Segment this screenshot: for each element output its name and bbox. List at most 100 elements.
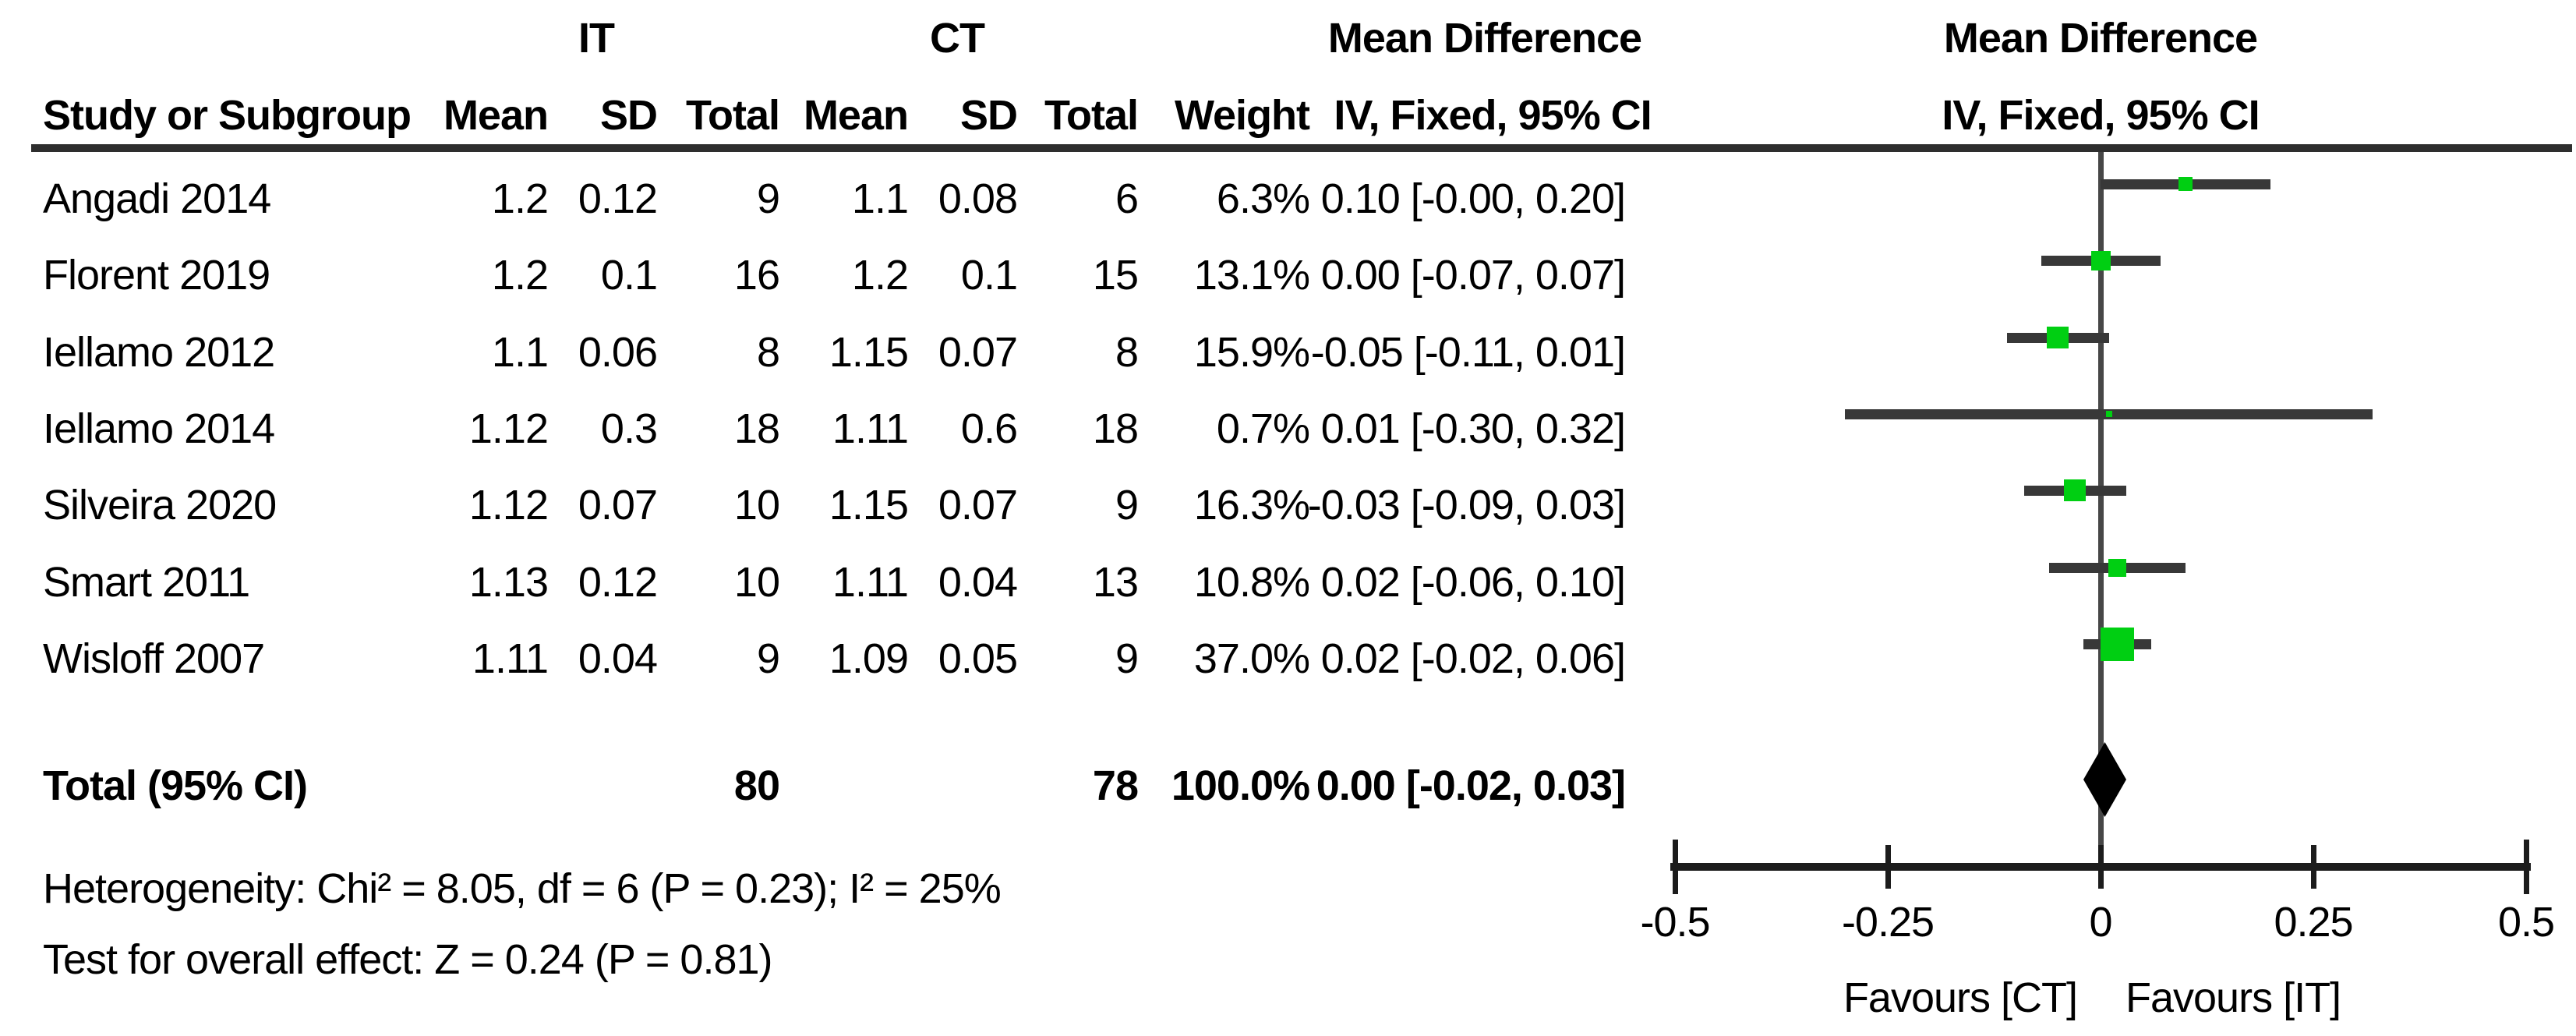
total-row: Total (95% CI) 80 78 100.0% 0.00 [-0.02,… (0, 748, 2576, 824)
ci-text-value: 0.10 [-0.00, 0.20] (1320, 175, 1626, 222)
ci-text-value: 0.02 [-0.06, 0.10] (1320, 559, 1626, 606)
axis-tick (2098, 845, 2104, 889)
ct-sd-value: 0.6 (960, 405, 1018, 452)
it-mean-value: 1.13 (468, 559, 549, 606)
study-name: Wisloff 2007 (43, 635, 265, 682)
ci-text-value: -0.03 [-0.09, 0.03] (1307, 482, 1626, 529)
it-sd-value: 0.12 (578, 559, 658, 606)
it-total-value: 16 (733, 252, 780, 299)
col-ct-total: Total (1044, 92, 1139, 139)
ct-total-value: 9 (1115, 635, 1139, 682)
ct-sd-value: 0.04 (938, 559, 1018, 606)
col-study-or-subgroup: Study or Subgroup (43, 92, 412, 139)
weight-value: 37.0% (1193, 635, 1310, 682)
weight-value: 10.8% (1193, 559, 1310, 606)
ct-sd-value: 0.05 (938, 635, 1018, 682)
ct-mean-value: 1.11 (832, 405, 909, 452)
axis-tick-label: -0.5 (1640, 899, 1710, 946)
ct-sd-value: 0.07 (938, 482, 1018, 529)
axis-tick-label: 0.25 (2274, 899, 2353, 946)
axis-tick (2524, 840, 2529, 894)
total-ci-text: 0.00 [-0.02, 0.03] (1316, 762, 1626, 809)
total-ct-total: 78 (1092, 762, 1139, 809)
ct-sd-value: 0.08 (938, 175, 1018, 222)
effect-marker-square (2178, 177, 2193, 191)
it-total-value: 9 (756, 175, 780, 222)
weight-value: 6.3% (1216, 175, 1310, 222)
axis-tick (1885, 845, 1891, 889)
study-row: Silveira 2020 1.12 0.07 10 1.15 0.07 9 16.3% -0.… (0, 467, 2576, 543)
it-mean-value: 1.2 (491, 175, 549, 222)
ct-total-value: 15 (1092, 252, 1139, 299)
study-name: Iellamo 2014 (43, 405, 275, 452)
axis-tick (2311, 845, 2316, 889)
study-name: Florent 2019 (43, 252, 270, 299)
weight-value: 15.9% (1193, 329, 1310, 376)
favours-left-label: Favours [CT] (1843, 974, 2078, 1021)
col-ct-mean: Mean (803, 92, 909, 139)
it-mean-value: 1.2 (491, 252, 549, 299)
it-mean-value: 1.12 (468, 405, 549, 452)
mean-difference-table-header: Mean Difference (1327, 15, 1642, 62)
ci-text-value: 0.02 [-0.02, 0.06] (1320, 635, 1626, 682)
ci-text-value: -0.05 [-0.11, 0.01] (1310, 329, 1626, 376)
header-separator-line (31, 144, 2572, 152)
it-sd-value: 0.07 (578, 482, 658, 529)
col-it-sd: SD (599, 92, 658, 139)
zero-effect-line (2097, 152, 2104, 867)
ct-sd-value: 0.1 (960, 252, 1018, 299)
col-it-mean: Mean (443, 92, 549, 139)
col-it-total: Total (686, 92, 780, 139)
weight-value: 13.1% (1193, 252, 1310, 299)
ci-text-value: 0.00 [-0.07, 0.07] (1320, 252, 1626, 299)
axis-tick-label: 0.5 (2497, 899, 2555, 946)
it-sd-value: 0.04 (578, 635, 658, 682)
it-mean-value: 1.12 (468, 482, 549, 529)
it-sd-value: 0.06 (578, 329, 658, 376)
col-weight: Weight (1175, 92, 1310, 139)
weight-value: 0.7% (1216, 405, 1310, 452)
total-it-total: 80 (733, 762, 780, 809)
effect-marker-square (2101, 628, 2134, 661)
ct-mean-value: 1.11 (832, 559, 909, 606)
it-sd-value: 0.1 (600, 252, 658, 299)
col-ct-sd: SD (959, 92, 1018, 139)
it-total-value: 9 (756, 635, 780, 682)
it-sd-value: 0.3 (600, 405, 658, 452)
weight-value: 16.3% (1193, 482, 1310, 529)
mean-difference-plot-header: Mean Difference (1943, 15, 2258, 62)
ct-sd-value: 0.07 (938, 329, 1018, 376)
it-total-value: 18 (733, 405, 780, 452)
it-total-value: 8 (756, 329, 780, 376)
ct-total-value: 18 (1092, 405, 1139, 452)
ci-text-value: 0.01 [-0.30, 0.32] (1320, 405, 1626, 452)
study-name: Angadi 2014 (43, 175, 271, 222)
total-label: Total (95% CI) (43, 762, 308, 809)
ct-total-value: 13 (1092, 559, 1139, 606)
col-iv-fixed-ci-table: IV, Fixed, 95% CI (1334, 92, 1652, 139)
overall-effect-text: Test for overall effect: Z = 0.24 (P = 0… (43, 936, 773, 983)
axis-tick (1673, 840, 1678, 894)
heterogeneity-text: Heterogeneity: Chi² = 8.05, df = 6 (P = … (43, 865, 1002, 912)
ct-total-value: 6 (1115, 175, 1139, 222)
it-total-value: 10 (733, 559, 780, 606)
study-name: Iellamo 2012 (43, 329, 275, 376)
axis-tick-label: -0.25 (1841, 899, 1935, 946)
favours-right-label: Favours [IT] (2125, 974, 2341, 1021)
study-row: Angadi 2014 1.2 0.12 9 1.1 0.08 6 6.3% 0.10 [-0.… (0, 161, 2576, 237)
ct-total-value: 8 (1115, 329, 1139, 376)
ct-mean-value: 1.2 (851, 252, 909, 299)
group-header-it: IT (578, 15, 615, 62)
total-weight: 100.0% (1171, 762, 1310, 809)
effect-marker-square (2047, 327, 2069, 348)
it-mean-value: 1.11 (472, 635, 549, 682)
ct-mean-value: 1.15 (829, 329, 909, 376)
ct-mean-value: 1.09 (829, 635, 909, 682)
ct-total-value: 9 (1115, 482, 1139, 529)
ct-mean-value: 1.1 (851, 175, 909, 222)
study-row: Smart 2011 1.13 0.12 10 1.11 0.04 13 10.8% 0.02 … (0, 544, 2576, 621)
it-mean-value: 1.1 (491, 329, 549, 376)
effect-marker-square (2064, 479, 2086, 501)
ct-mean-value: 1.15 (829, 482, 909, 529)
